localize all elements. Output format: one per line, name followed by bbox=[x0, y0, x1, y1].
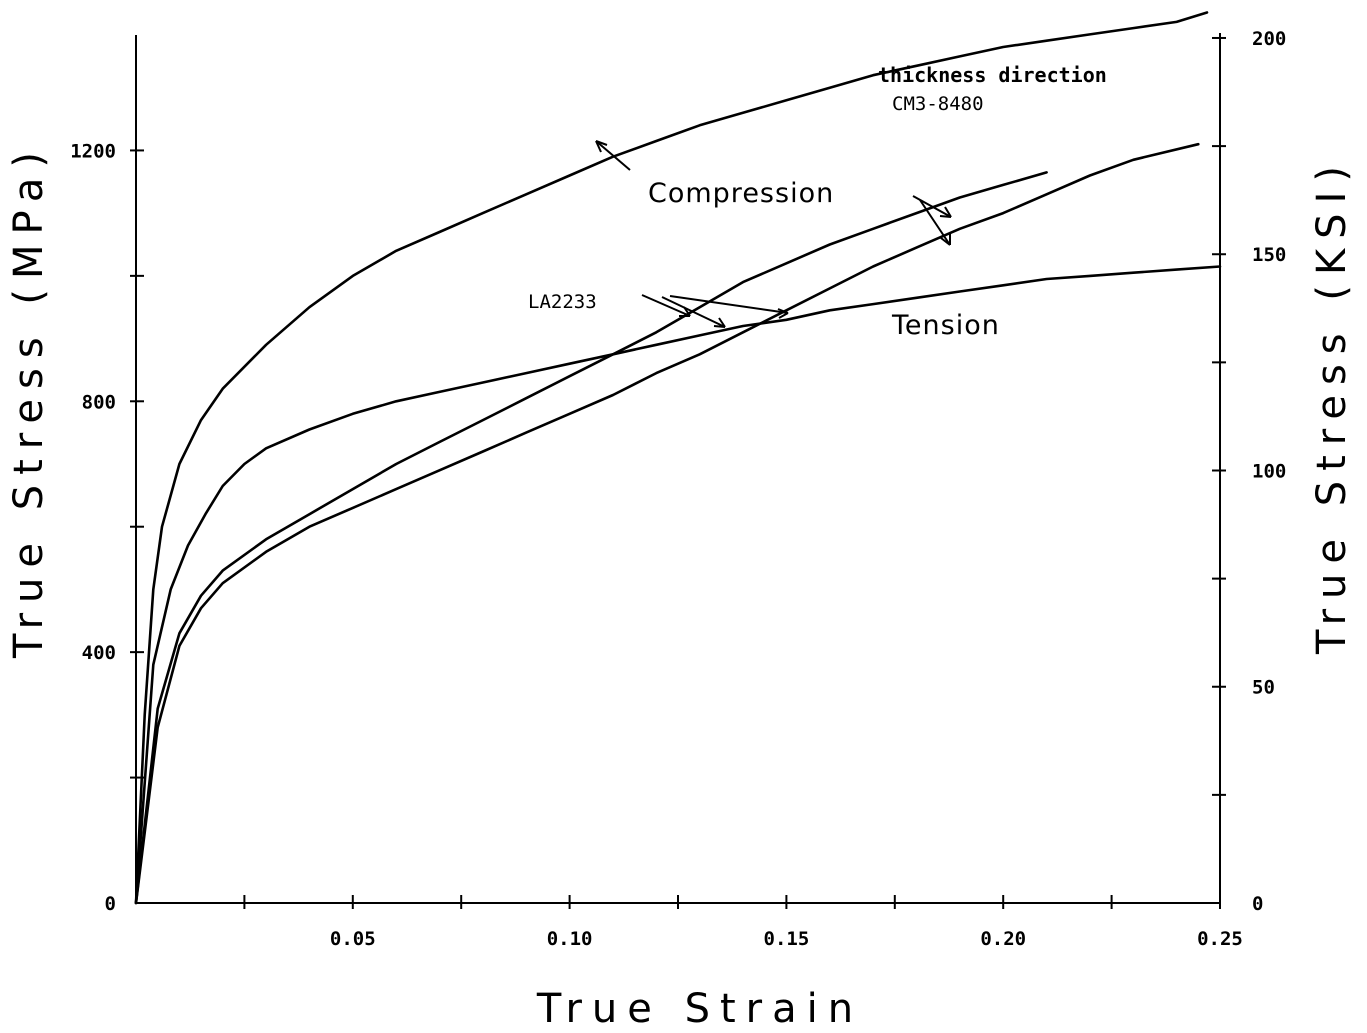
y-right-tick-label: 100 bbox=[1252, 460, 1286, 482]
arrowhead-thickness bbox=[595, 140, 608, 153]
x-tick-label: 0.10 bbox=[547, 928, 593, 950]
ticks: 0.05 0.10 0.15 0.20 0.25 0 400 800 1200 0 50 100 150… bbox=[70, 28, 1286, 950]
x-tick-label: 0.20 bbox=[980, 928, 1026, 950]
y-right-tick-label: 50 bbox=[1252, 677, 1275, 699]
annotation-compression: Compression bbox=[648, 178, 834, 209]
x-tick-label: 0.05 bbox=[330, 928, 376, 950]
series-line-4 bbox=[134, 142, 1200, 905]
arrow-compression-1 bbox=[912, 195, 952, 218]
curves bbox=[134, 11, 1222, 905]
arrow-thickness bbox=[595, 140, 631, 171]
arrowhead-compression-2 bbox=[940, 234, 951, 246]
arrow-la2233-1 bbox=[641, 294, 691, 317]
y-right-axis-title: True Stress (KSI) bbox=[1309, 156, 1355, 655]
y-right-tick-label: 150 bbox=[1252, 244, 1286, 266]
arrow-compression-2 bbox=[919, 199, 951, 246]
axes bbox=[135, 33, 1221, 904]
arrow-la2233-2 bbox=[661, 296, 726, 328]
annotation-cm3-8480: CM3-8480 bbox=[892, 93, 984, 115]
series-line-1 bbox=[134, 11, 1209, 905]
y-left-tick-label: 0 bbox=[105, 893, 116, 915]
annotation-tension: Tension bbox=[891, 310, 1000, 341]
annotation-thickness-direction: thickness direction bbox=[878, 63, 1107, 87]
arrowhead-la2233-3 bbox=[777, 308, 789, 319]
y-right-tick-label: 200 bbox=[1252, 28, 1286, 50]
arrowhead-la2233-2 bbox=[713, 317, 726, 328]
arrow-la2233-3 bbox=[669, 295, 789, 314]
series-line-3 bbox=[134, 171, 1048, 905]
y-left-tick-label: 800 bbox=[82, 391, 116, 413]
y-right-tick-label: 0 bbox=[1252, 893, 1263, 915]
x-axis-title: True Strain bbox=[536, 986, 863, 1032]
y-left-axis-title: True Stress (MPa) bbox=[6, 142, 52, 659]
y-left-tick-label: 400 bbox=[82, 642, 116, 664]
annotation-la2233: LA2233 bbox=[528, 291, 597, 313]
arrowhead-compression-1 bbox=[939, 206, 952, 218]
annotation-arrows bbox=[595, 140, 952, 328]
series-line-2 bbox=[134, 265, 1222, 905]
x-tick-label: 0.25 bbox=[1197, 928, 1243, 950]
x-tick-label: 0.15 bbox=[764, 928, 810, 950]
y-left-tick-label: 1200 bbox=[70, 140, 116, 162]
